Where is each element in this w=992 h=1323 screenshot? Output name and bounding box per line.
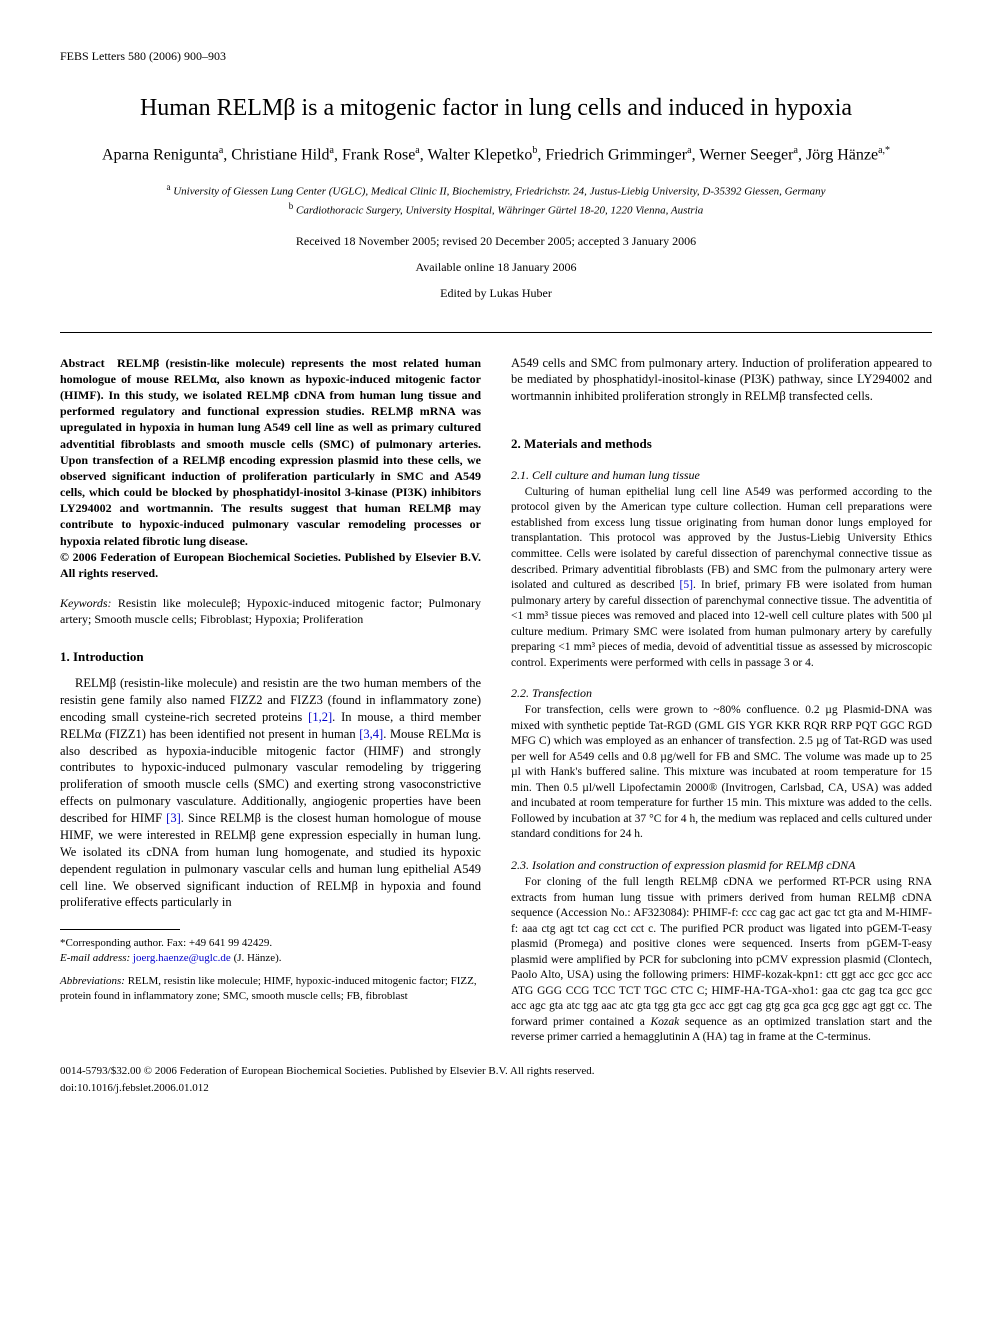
footnote-separator <box>60 929 180 930</box>
article-title: Human RELMβ is a mitogenic factor in lun… <box>60 92 932 124</box>
abstract-label: Abstract <box>60 356 105 370</box>
journal-header: FEBS Letters 580 (2006) 900–903 <box>60 48 932 64</box>
abstract-body: RELMβ (resistin-like molecule) represent… <box>60 356 481 548</box>
subsection-2-2-body: For transfection, cells were grown to ~8… <box>511 703 932 843</box>
subsection-2-2-heading: 2.2. Transfection <box>511 685 932 701</box>
abbreviations: Abbreviations: RELM, resistin like molec… <box>60 974 481 1004</box>
right-column: A549 cells and SMC from pulmonary artery… <box>511 355 932 1046</box>
keywords: Keywords: Resistin like moleculeβ; Hypox… <box>60 595 481 627</box>
subsection-2-3-heading: 2.3. Isolation and construction of expre… <box>511 857 932 873</box>
email-paren: (J. Hänze). <box>234 952 282 964</box>
intro-paragraph: RELMβ (resistin-like molecule) and resis… <box>60 675 481 911</box>
intro-continuation: A549 cells and SMC from pulmonary artery… <box>511 355 932 406</box>
available-online: Available online 18 January 2006 <box>60 259 932 275</box>
two-column-body: Abstract RELMβ (resistin-like molecule) … <box>60 355 932 1046</box>
keywords-label: Keywords: <box>60 596 112 610</box>
left-column: Abstract RELMβ (resistin-like molecule) … <box>60 355 481 1046</box>
divider <box>60 332 932 333</box>
email-label: E-mail address: <box>60 952 130 964</box>
abbrev-label: Abbreviations: <box>60 975 125 987</box>
received-dates: Received 18 November 2005; revised 20 De… <box>60 233 932 249</box>
subsection-2-1-heading: 2.1. Cell culture and human lung tissue <box>511 467 932 483</box>
copyright-line: © 2006 Federation of European Biochemica… <box>60 550 481 580</box>
editor-line: Edited by Lukas Huber <box>60 285 932 301</box>
footer-doi: doi:10.1016/j.febslet.2006.01.012 <box>60 1081 932 1096</box>
corresponding-author: *Corresponding author. Fax: +49 641 99 4… <box>60 936 481 966</box>
keywords-body: Resistin like moleculeβ; Hypoxic-induced… <box>60 596 481 626</box>
abstract: Abstract RELMβ (resistin-like molecule) … <box>60 355 481 582</box>
section-1-heading: 1. Introduction <box>60 648 481 666</box>
email-link[interactable]: joerg.haenze@uglc.de <box>133 952 231 964</box>
subsection-2-1-body: Culturing of human epithelial lung cell … <box>511 485 932 671</box>
subsection-2-3-body: For cloning of the full length RELMβ cDN… <box>511 875 932 1046</box>
affiliations: a University of Giessen Lung Center (UGL… <box>60 181 932 219</box>
footer-copyright: 0014-5793/$32.00 © 2006 Federation of Eu… <box>60 1064 932 1079</box>
corr-line: *Corresponding author. Fax: +49 641 99 4… <box>60 937 272 949</box>
section-2-heading: 2. Materials and methods <box>511 435 932 453</box>
authors: Aparna Reniguntaa, Christiane Hilda, Fra… <box>60 143 932 167</box>
